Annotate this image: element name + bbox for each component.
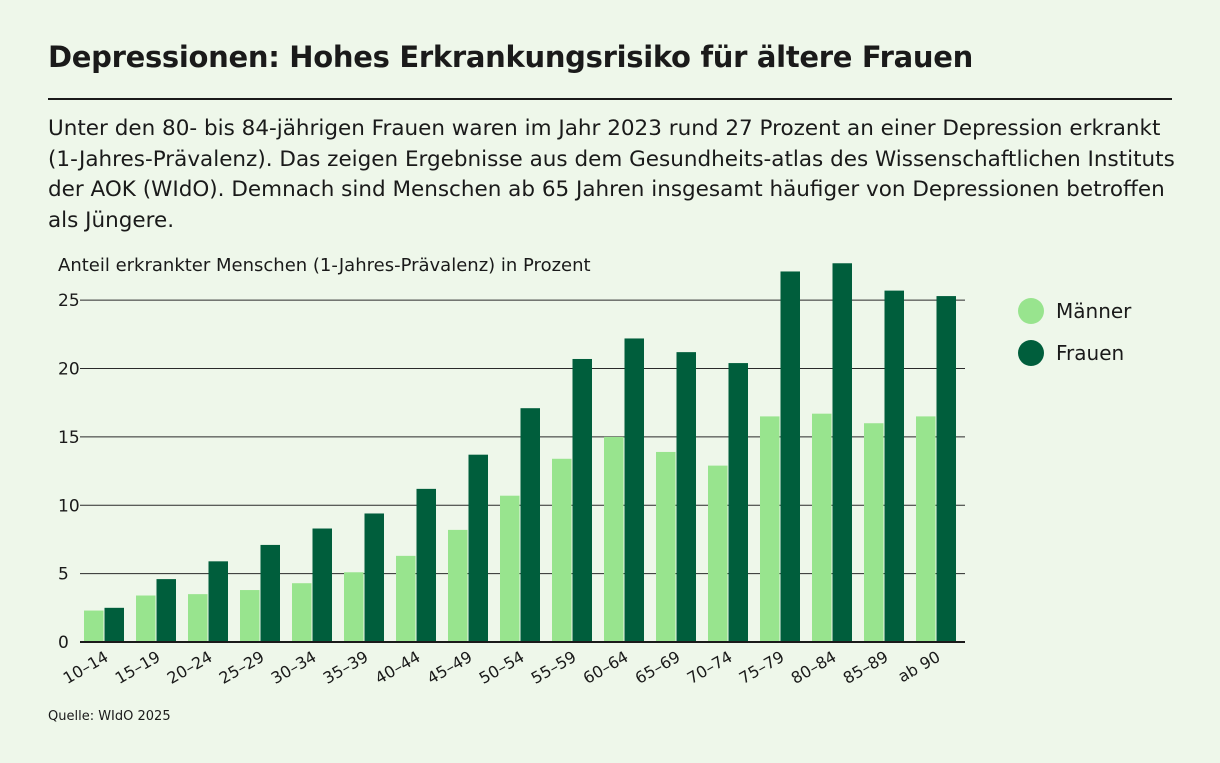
x-tick-label: 20–24	[164, 647, 216, 688]
bar-frauen	[624, 338, 644, 642]
x-tick-label: 10–14	[60, 647, 112, 688]
x-tick-label: 35–39	[320, 647, 372, 688]
x-tick-label: 15–19	[112, 647, 164, 688]
x-tick-label: 85–89	[840, 647, 892, 688]
x-tick-label: 65–69	[632, 647, 684, 688]
bar-maenner	[292, 583, 312, 642]
bar-frauen	[520, 408, 540, 642]
legend-swatch-frauen	[1018, 340, 1044, 366]
chart-title: Depressionen: Hohes Erkrankungsrisiko fü…	[48, 40, 973, 74]
bar-frauen	[364, 513, 384, 642]
bar-frauen	[416, 488, 436, 642]
bar-frauen	[832, 263, 852, 642]
bar-maenner	[812, 413, 832, 642]
bar-maenner	[240, 590, 260, 642]
bar-maenner	[448, 529, 468, 642]
bar-maenner	[656, 451, 676, 642]
bar-maenner	[136, 595, 156, 642]
x-tick-label: 45–49	[424, 647, 476, 688]
bar-frauen	[208, 561, 228, 642]
bar-maenner	[864, 423, 884, 642]
legend-item-maenner: Männer	[1018, 290, 1131, 332]
chart-subtitle: Unter den 80- bis 84-jährigen Frauen war…	[48, 116, 1175, 233]
bar-frauen	[780, 271, 800, 642]
bar-frauen	[312, 528, 332, 642]
bar-frauen	[728, 363, 748, 642]
bar-frauen	[156, 579, 176, 642]
x-tick-label: 75–79	[736, 647, 788, 688]
bar-frauen	[572, 358, 592, 642]
y-tick-label: 10	[58, 496, 80, 516]
source-note: Quelle: WIdO 2025	[48, 709, 171, 724]
bar-maenner	[344, 572, 364, 642]
x-tick-label: 30–34	[268, 647, 320, 688]
legend-label-frauen: Frauen	[1056, 341, 1125, 365]
legend-swatch-maenner	[1018, 298, 1044, 324]
bar-maenner	[500, 495, 520, 642]
bar-frauen	[104, 607, 124, 642]
bar-maenner	[396, 555, 416, 642]
bar-frauen	[676, 352, 696, 642]
x-tick-label: 25–29	[216, 647, 268, 688]
bar-frauen	[468, 454, 488, 642]
y-tick-label: 15	[58, 428, 80, 448]
bar-frauen	[884, 290, 904, 642]
bar-maenner	[760, 416, 780, 642]
bar-maenner	[916, 416, 936, 642]
x-tick-label: 80–84	[788, 647, 840, 688]
legend: Männer Frauen	[1018, 290, 1131, 374]
y-tick-label: 25	[58, 291, 80, 311]
bar-frauen	[260, 544, 280, 642]
x-tick-label: 50–54	[476, 647, 528, 688]
title-divider	[48, 98, 1172, 100]
x-tick-label: 40–44	[372, 647, 424, 688]
bar-maenner	[188, 594, 208, 642]
bar-maenner	[708, 465, 728, 642]
y-tick-label: 0	[58, 633, 69, 653]
x-tick-label: 55–59	[528, 647, 580, 688]
x-tick-label: 60–64	[580, 647, 632, 688]
y-tick-label: 5	[58, 565, 69, 585]
bar-frauen	[936, 296, 956, 642]
y-axis-label: Anteil erkrankter Menschen (1-Jahres-Prä…	[58, 255, 591, 276]
legend-item-frauen: Frauen	[1018, 332, 1131, 374]
x-tick-label: ab 90	[895, 647, 944, 686]
bar-maenner	[604, 436, 624, 642]
y-tick-label: 20	[58, 360, 80, 380]
legend-label-maenner: Männer	[1056, 299, 1132, 323]
bar-maenner	[84, 610, 104, 642]
x-tick-label: 70–74	[684, 647, 736, 688]
bar-maenner	[552, 458, 572, 642]
